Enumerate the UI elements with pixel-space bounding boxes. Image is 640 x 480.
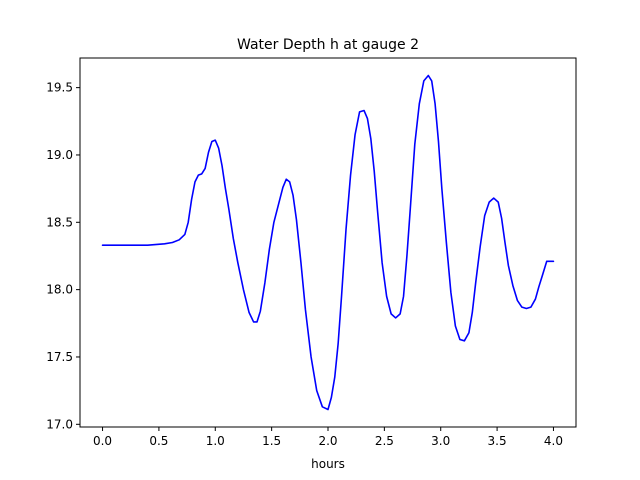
y-tick-label: 18.5 xyxy=(46,215,73,229)
plot-area xyxy=(101,74,555,411)
x-tick-label: 2.0 xyxy=(318,434,337,448)
y-tick-label: 19.5 xyxy=(46,81,73,95)
y-axis: 17.0 17.5 18.0 18.5 19.0 19.5 xyxy=(46,81,80,431)
series-line-1 xyxy=(101,74,555,411)
x-tick-label: 1.5 xyxy=(262,434,281,448)
x-tick-label: 0.0 xyxy=(93,434,112,448)
x-axis-label: hours xyxy=(311,457,345,471)
x-tick-label: 3.0 xyxy=(431,434,450,448)
x-tick-label: 4.0 xyxy=(544,434,563,448)
x-tick-label: 2.5 xyxy=(375,434,394,448)
x-axis: 0.0 0.5 1.0 1.5 2.0 2.5 3.0 3.5 4.0 xyxy=(93,427,563,448)
y-tick-label: 17.5 xyxy=(46,350,73,364)
plot-frame xyxy=(79,57,577,428)
chart-title: Water Depth h at gauge 2 xyxy=(237,37,419,53)
y-tick-label: 17.0 xyxy=(46,417,73,431)
x-tick-label: 1.0 xyxy=(206,434,225,448)
y-tick-label: 18.0 xyxy=(46,283,73,297)
y-tick-label: 19.0 xyxy=(46,148,73,162)
x-tick-label: 3.5 xyxy=(488,434,507,448)
x-tick-label: 0.5 xyxy=(149,434,168,448)
